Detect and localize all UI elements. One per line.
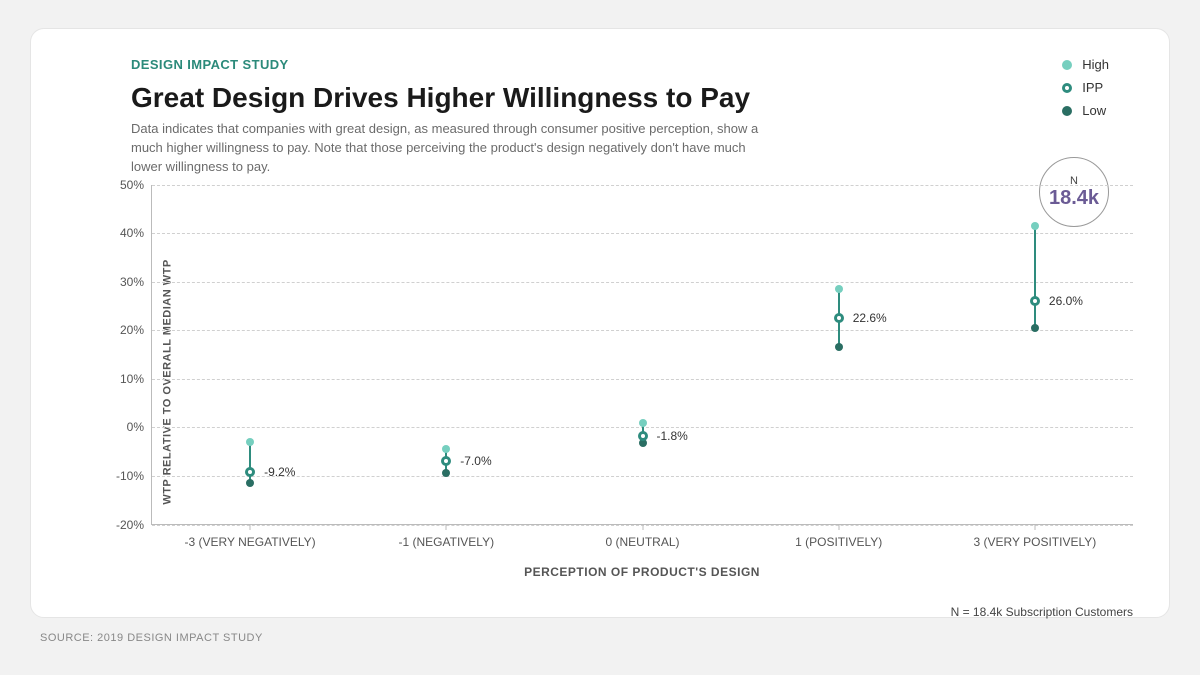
y-tick-label: 0% xyxy=(100,420,144,434)
chart-subtitle: Data indicates that companies with great… xyxy=(131,120,771,177)
value-label: 26.0% xyxy=(1049,294,1083,308)
point-high xyxy=(246,438,254,446)
x-tick xyxy=(838,525,839,530)
value-label: -9.2% xyxy=(264,465,295,479)
gridline xyxy=(152,330,1133,331)
point-ipp xyxy=(441,456,451,466)
point-high xyxy=(639,419,647,427)
legend-ipp-ring-icon xyxy=(1062,83,1072,93)
point-ipp xyxy=(245,467,255,477)
gridline xyxy=(152,379,1133,380)
x-tick-label: 3 (VERY POSITIVELY) xyxy=(974,535,1097,549)
y-tick-label: -20% xyxy=(100,518,144,532)
legend-ipp-label: IPP xyxy=(1082,80,1103,95)
legend-high-label: High xyxy=(1082,57,1109,72)
value-label: -7.0% xyxy=(460,454,491,468)
point-low xyxy=(442,469,450,477)
legend: High IPP Low xyxy=(1062,57,1109,126)
point-high xyxy=(835,285,843,293)
eyebrow: DESIGN IMPACT STUDY xyxy=(131,57,1133,72)
range-line xyxy=(1034,226,1036,328)
x-tick xyxy=(1034,525,1035,530)
point-low xyxy=(1031,324,1039,332)
point-low xyxy=(835,343,843,351)
point-ipp xyxy=(834,313,844,323)
source-citation: SOURCE: 2019 DESIGN IMPACT STUDY xyxy=(40,632,1170,644)
chart-title: Great Design Drives Higher Willingness t… xyxy=(131,82,1133,114)
gridline xyxy=(152,233,1133,234)
header: DESIGN IMPACT STUDY Great Design Drives … xyxy=(131,57,1133,177)
point-ipp xyxy=(1030,296,1040,306)
x-tick-label: -3 (VERY NEGATIVELY) xyxy=(185,535,316,549)
gridline xyxy=(152,185,1133,186)
plot-area: -20%-10%0%10%20%30%40%50%-3 (VERY NEGATI… xyxy=(151,185,1133,525)
point-low xyxy=(246,479,254,487)
x-tick-label: 1 (POSITIVELY) xyxy=(795,535,882,549)
value-label: 22.6% xyxy=(853,311,887,325)
gridline xyxy=(152,476,1133,477)
x-tick-label: -1 (NEGATIVELY) xyxy=(399,535,495,549)
x-tick xyxy=(446,525,447,530)
legend-low: Low xyxy=(1062,103,1109,118)
x-axis-label: PERCEPTION OF PRODUCT'S DESIGN xyxy=(151,565,1133,579)
chart: WTP RELATIVE TO OVERALL MEDIAN WTP -20%-… xyxy=(67,185,1133,579)
legend-low-dot-icon xyxy=(1062,106,1072,116)
y-tick-label: 10% xyxy=(100,372,144,386)
point-ipp xyxy=(638,431,648,441)
y-tick-label: 40% xyxy=(100,226,144,240)
gridline xyxy=(152,282,1133,283)
y-tick-label: 50% xyxy=(100,178,144,192)
x-tick xyxy=(642,525,643,530)
y-tick-label: -10% xyxy=(100,469,144,483)
point-high xyxy=(442,445,450,453)
x-axis-line xyxy=(152,524,1133,525)
y-tick-label: 20% xyxy=(100,323,144,337)
legend-low-label: Low xyxy=(1082,103,1106,118)
value-label: -1.8% xyxy=(657,429,688,443)
y-tick-label: 30% xyxy=(100,275,144,289)
point-high xyxy=(1031,222,1039,230)
chart-card: DESIGN IMPACT STUDY Great Design Drives … xyxy=(30,28,1170,618)
x-tick xyxy=(250,525,251,530)
x-tick-label: 0 (NEUTRAL) xyxy=(605,535,679,549)
footnote: N = 18.4k Subscription Customers xyxy=(67,605,1133,619)
legend-high: High xyxy=(1062,57,1109,72)
legend-high-dot-icon xyxy=(1062,60,1072,70)
legend-ipp: IPP xyxy=(1062,80,1109,95)
